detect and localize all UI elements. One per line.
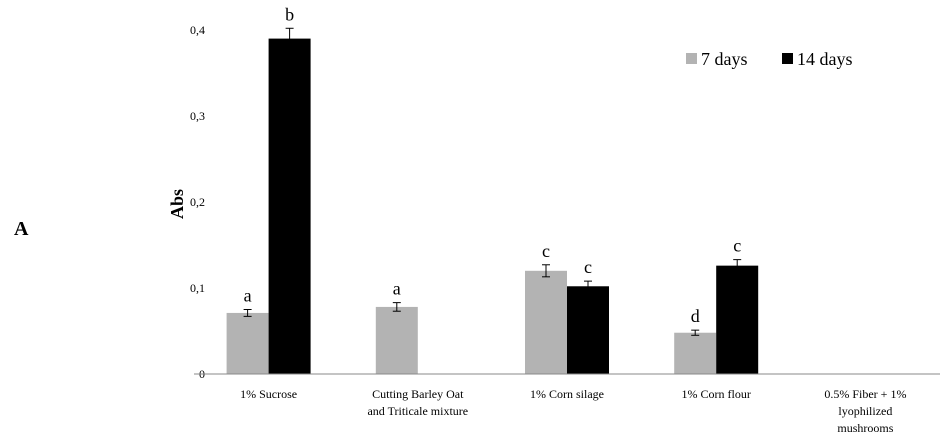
bar-14-days: [716, 265, 759, 374]
significance-label: c: [584, 257, 592, 277]
error-bar: [691, 329, 700, 336]
error-bar: [584, 280, 592, 292]
category-label-line: and Triticale mixture: [367, 404, 468, 418]
legend-label: 14 days: [797, 49, 853, 69]
category-label-line: 0.5% Fiber + 1%: [824, 387, 906, 401]
legend: 7 days 14 days: [686, 49, 853, 69]
category-label-line: 1% Sucrose: [240, 387, 297, 401]
y-tick-label: 0,3: [190, 109, 205, 123]
category-label-line: mushrooms: [837, 421, 893, 435]
significance-label: b: [285, 4, 294, 24]
category-label-line: 1% Corn silage: [530, 387, 604, 401]
bar-14-days: [268, 38, 311, 374]
error-bar: [733, 259, 742, 273]
error-bar: [542, 264, 550, 278]
y-tick-label: 0,4: [190, 23, 205, 37]
category-label-line: Cutting Barley Oat: [372, 387, 464, 401]
category-label-line: 1% Corn flour: [682, 387, 751, 401]
y-axis-title: Abs: [167, 189, 187, 219]
error-bar: [243, 309, 252, 317]
y-tick-label: 0,2: [190, 195, 205, 209]
panel-label: A: [14, 218, 29, 240]
y-tick-label: 0,1: [190, 281, 205, 295]
category-label: Cutting Barley Oat and Triticale mixture: [367, 387, 468, 418]
significance-label: c: [542, 241, 550, 261]
x-axis-labels: 1% Sucrose Cutting Barley Oat and Tritical…: [240, 387, 906, 435]
category-label: 1% Sucrose: [240, 387, 297, 401]
bar-14-days: [567, 286, 609, 374]
significance-label: c: [733, 236, 741, 256]
error-bar: [285, 27, 294, 50]
legend-swatch: [686, 53, 697, 64]
category-label: 0.5% Fiber + 1% lyophilized mushrooms: [824, 387, 906, 435]
bar-7-days: [375, 306, 418, 374]
bar-7-days: [226, 312, 269, 374]
significance-label: d: [691, 306, 700, 326]
significance-label: a: [244, 286, 252, 306]
category-label: 1% Corn silage: [530, 387, 604, 401]
bars: a b a c c d c: [226, 4, 759, 374]
category-label: 1% Corn flour: [682, 387, 751, 401]
y-axis: 00,10,20,30,4: [190, 23, 205, 381]
category-label-line: lyophilized: [838, 404, 892, 418]
error-bar: [392, 302, 401, 312]
significance-label: a: [393, 279, 401, 299]
bar-7-days: [674, 332, 717, 374]
legend-swatch: [782, 53, 793, 64]
bar-7-days: [525, 270, 567, 374]
legend-label: 7 days: [701, 49, 748, 69]
